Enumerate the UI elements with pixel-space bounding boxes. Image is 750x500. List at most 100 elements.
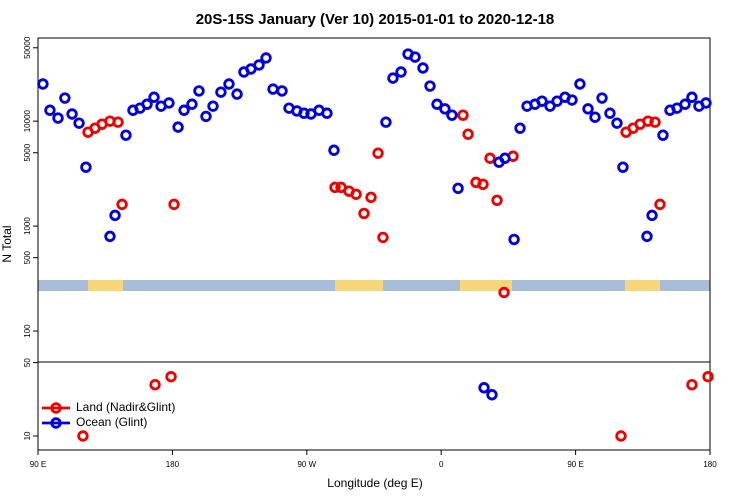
point bbox=[387, 72, 399, 84]
y-tick-label: 500 bbox=[23, 250, 32, 264]
point bbox=[149, 379, 161, 391]
y-tick-label: 50 bbox=[23, 358, 32, 367]
point bbox=[141, 98, 153, 110]
point bbox=[104, 230, 116, 243]
point bbox=[80, 161, 92, 173]
point bbox=[431, 98, 443, 110]
point bbox=[424, 80, 436, 92]
point bbox=[200, 110, 212, 123]
point bbox=[112, 116, 124, 128]
point bbox=[73, 117, 85, 129]
point bbox=[207, 100, 219, 112]
land-band bbox=[460, 280, 512, 291]
point bbox=[686, 91, 698, 103]
point bbox=[350, 188, 362, 200]
legend-marker bbox=[50, 402, 62, 414]
y-tick-label: 10 bbox=[23, 431, 32, 440]
point bbox=[508, 233, 520, 246]
point bbox=[462, 128, 474, 140]
point bbox=[641, 230, 653, 243]
point bbox=[679, 98, 691, 110]
y-tick-label: 100 bbox=[23, 324, 32, 338]
point bbox=[223, 78, 235, 90]
point bbox=[298, 107, 310, 119]
point bbox=[642, 115, 654, 127]
x-tick-label: 90 E bbox=[567, 460, 583, 469]
point bbox=[116, 198, 128, 211]
x-tick-label: 90 W bbox=[297, 460, 316, 469]
surface-band bbox=[38, 280, 710, 291]
point bbox=[215, 86, 227, 98]
point bbox=[231, 88, 243, 100]
point bbox=[186, 98, 198, 110]
y-axis-label: N Total bbox=[0, 225, 14, 262]
x-axis-label: Longitude (deg E) bbox=[327, 476, 422, 490]
point bbox=[615, 430, 627, 442]
land-band bbox=[625, 280, 660, 291]
point bbox=[329, 181, 341, 194]
y-tick-label: 5000 bbox=[23, 143, 32, 161]
land-band bbox=[88, 280, 123, 291]
point bbox=[702, 371, 714, 383]
legend-label: Ocean (Glint) bbox=[76, 415, 147, 429]
point bbox=[276, 85, 288, 97]
y-tick-label: 10000 bbox=[23, 109, 32, 132]
legend-label: Land (Nadir&Glint) bbox=[76, 400, 175, 414]
plot-frame bbox=[37, 37, 711, 451]
point bbox=[109, 209, 121, 222]
point bbox=[77, 430, 89, 442]
x-tick-label: 180 bbox=[703, 460, 717, 469]
point bbox=[654, 198, 666, 211]
point bbox=[66, 108, 78, 120]
point bbox=[499, 152, 511, 164]
point bbox=[44, 104, 56, 116]
point bbox=[611, 117, 623, 129]
point bbox=[604, 107, 616, 119]
point bbox=[178, 104, 190, 116]
point bbox=[168, 198, 180, 211]
point bbox=[536, 95, 548, 107]
point bbox=[649, 116, 661, 128]
point bbox=[486, 389, 498, 401]
point bbox=[172, 121, 184, 133]
legend-marker bbox=[50, 417, 62, 429]
point bbox=[439, 103, 451, 115]
point bbox=[409, 51, 421, 63]
point bbox=[321, 107, 333, 119]
point bbox=[646, 209, 658, 222]
y-tick-label: 50000 bbox=[23, 36, 32, 59]
point bbox=[358, 207, 370, 220]
point bbox=[59, 92, 71, 104]
point bbox=[193, 85, 205, 97]
land-band bbox=[335, 280, 383, 291]
point bbox=[163, 97, 175, 109]
point bbox=[328, 144, 340, 156]
point bbox=[380, 116, 392, 128]
point bbox=[148, 91, 160, 103]
point bbox=[365, 191, 377, 204]
y-tick-label: 1000 bbox=[23, 217, 32, 235]
point bbox=[574, 78, 586, 90]
point bbox=[498, 286, 510, 299]
point bbox=[165, 371, 177, 383]
point bbox=[484, 152, 496, 164]
point bbox=[457, 109, 469, 121]
point bbox=[491, 194, 503, 207]
x-tick-label: 0 bbox=[439, 460, 444, 469]
point bbox=[395, 66, 407, 78]
point bbox=[377, 231, 389, 244]
point bbox=[589, 111, 601, 123]
chart-title: 20S-15S January (Ver 10) 2015-01-01 to 2… bbox=[196, 11, 555, 28]
point bbox=[566, 94, 578, 106]
point bbox=[52, 112, 64, 124]
point bbox=[267, 83, 279, 95]
point bbox=[700, 97, 712, 109]
point bbox=[260, 52, 272, 64]
point bbox=[446, 109, 458, 121]
point bbox=[452, 182, 464, 195]
point bbox=[37, 78, 49, 90]
legend: Land (Nadir&Glint)Ocean (Glint) bbox=[42, 400, 175, 429]
point bbox=[120, 129, 132, 141]
x-tick-label: 180 bbox=[166, 460, 180, 469]
